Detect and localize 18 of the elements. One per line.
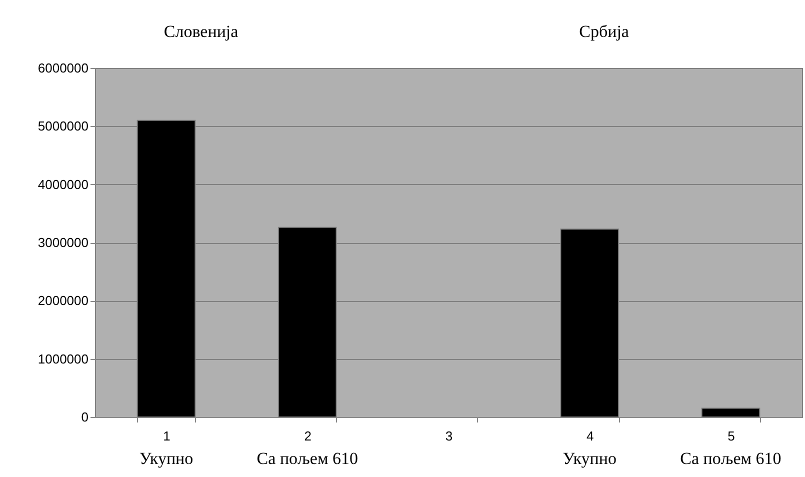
text: Укупно bbox=[562, 449, 616, 468]
x-tick-label: 4 bbox=[586, 428, 594, 444]
text: Словенија bbox=[164, 22, 239, 41]
text: Са пољем 610 bbox=[256, 449, 358, 468]
y-tick-label: 3000000 bbox=[38, 235, 88, 250]
y-tick-label: 5000000 bbox=[38, 118, 88, 134]
y-tick-label: 0 bbox=[81, 410, 88, 424]
text: Укупно bbox=[139, 449, 194, 468]
x-tick-label: 5 bbox=[728, 428, 735, 444]
y-tick-label: 4000000 bbox=[38, 176, 88, 192]
y-tick-label: 6000000 bbox=[38, 60, 88, 76]
text: Са пољем 610 bbox=[680, 449, 782, 468]
x-tick-label: 1 bbox=[163, 428, 170, 444]
x-tick-label: 2 bbox=[304, 428, 312, 444]
text: Србија bbox=[579, 22, 630, 41]
y-tick-label: 2000000 bbox=[38, 293, 88, 308]
x-tick-label: 3 bbox=[445, 428, 453, 444]
y-tick-label: 1000000 bbox=[38, 351, 88, 366]
